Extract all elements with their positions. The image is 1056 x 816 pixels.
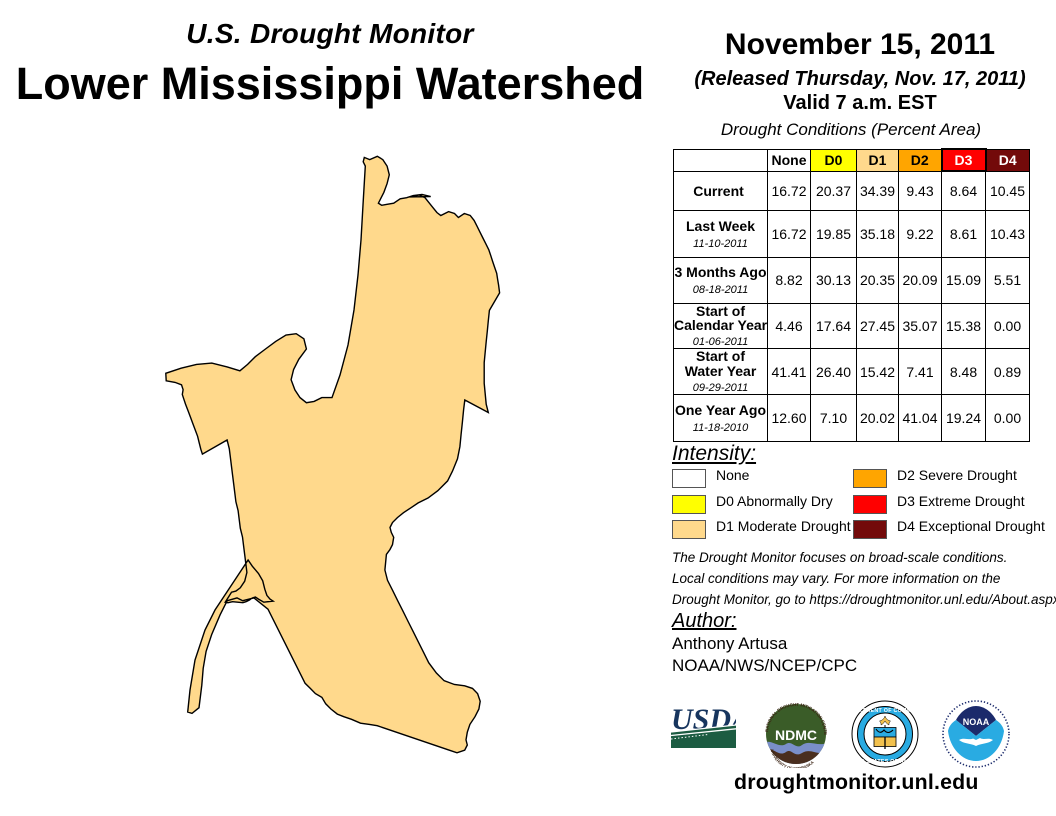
svg-text:NDMC: NDMC <box>775 727 817 743</box>
svg-text:NOAA: NOAA <box>963 717 990 727</box>
svg-text:UNITED STATES OF AMERICA: UNITED STATES OF AMERICA <box>851 759 919 765</box>
